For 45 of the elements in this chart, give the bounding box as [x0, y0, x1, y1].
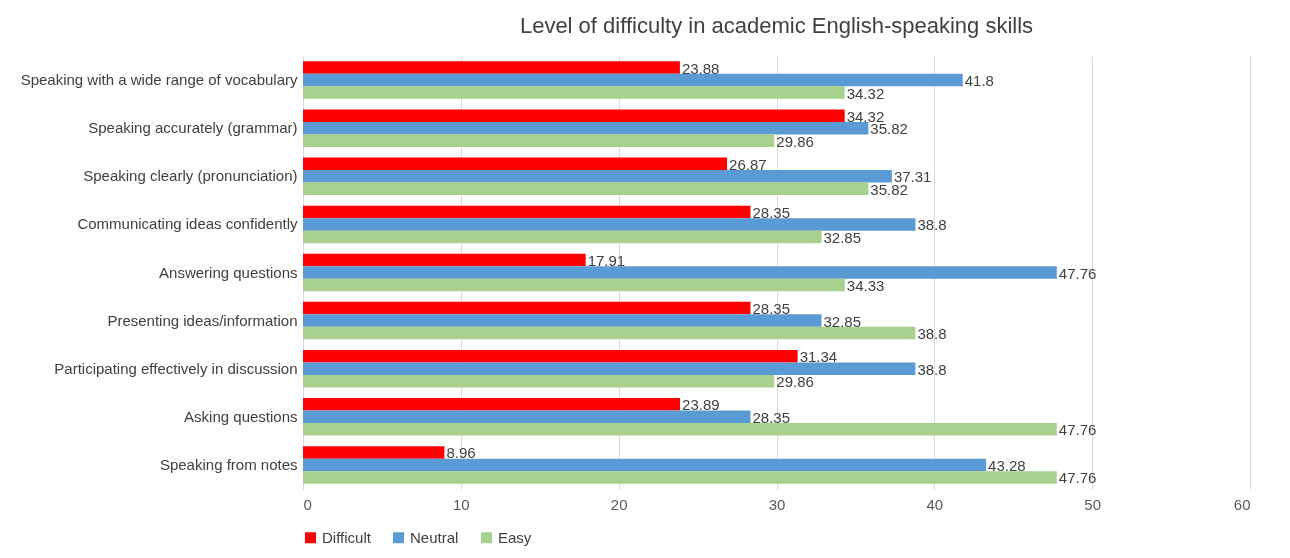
x-tick-label: 20 [610, 495, 628, 513]
y-tick-label: Speaking accurately (grammar) [88, 119, 298, 137]
y-tick-label: Asking questions [184, 407, 298, 425]
data-label: 26.87 [729, 155, 767, 173]
data-label: 28.35 [752, 300, 790, 318]
data-label: 34.32 [846, 107, 885, 125]
data-label: 34.33 [846, 277, 885, 295]
x-tick-label: 30 [768, 495, 786, 513]
data-label: 47.76 [1058, 264, 1097, 282]
data-label: 43.28 [988, 456, 1026, 474]
data-label: 28.35 [752, 408, 790, 426]
x-tick-label: 60 [1233, 495, 1251, 513]
x-tick-label: 0 [303, 495, 312, 513]
data-label: 41.8 [964, 72, 994, 90]
y-tick-label: Participating effectively in discussion [54, 359, 298, 377]
data-label: 38.8 [917, 325, 947, 343]
data-label: 38.8 [917, 216, 947, 234]
y-tick-label: Speaking clearly (pronunciation) [83, 167, 298, 185]
data-label: 34.32 [846, 84, 885, 102]
y-tick-label: Presenting ideas/information [107, 311, 298, 329]
chart-title: Level of difficulty in academic English-speaking skills [519, 13, 1034, 38]
y-tick-label: Answering questions [159, 263, 298, 281]
data-label: 47.76 [1058, 469, 1097, 487]
data-label: 29.86 [776, 132, 814, 150]
data-label: 37.31 [893, 168, 932, 186]
data-label: 29.86 [776, 373, 814, 391]
data-label: 31.34 [799, 348, 838, 366]
x-tick-label: 50 [1084, 495, 1102, 513]
y-tick-label: Speaking with a wide range of vocabulary [20, 71, 298, 89]
legend-label: Difficult [322, 528, 372, 546]
data-label: 47.76 [1058, 421, 1097, 439]
y-tick-label: Communicating ideas confidently [77, 215, 298, 233]
data-label: 32.85 [823, 228, 862, 246]
data-label: 28.35 [752, 203, 790, 221]
legend-label: Neutral [410, 528, 459, 546]
data-label: 8.96 [446, 444, 476, 462]
y-tick-label: Speaking from notes [159, 455, 298, 473]
data-label: 17.91 [587, 251, 626, 269]
x-tick-label: 10 [452, 495, 470, 513]
data-label: 23.89 [682, 396, 720, 414]
data-label: 32.85 [823, 312, 862, 330]
data-label: 23.88 [681, 59, 720, 77]
legend-label: Easy [498, 528, 532, 546]
data-label: 38.8 [917, 360, 947, 378]
x-tick-label: 40 [926, 495, 944, 513]
